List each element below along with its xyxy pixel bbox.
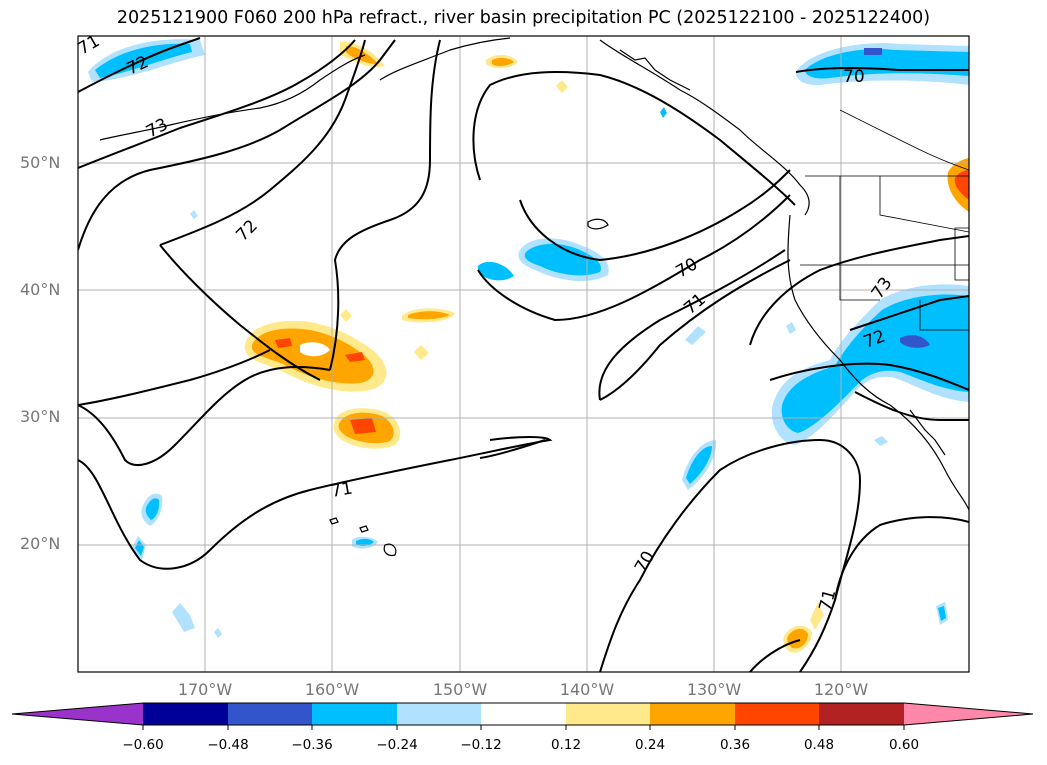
- colorbar-tick-label: 0.36: [719, 737, 751, 753]
- colorbar-extend-right: [904, 703, 1033, 725]
- lon-label: 130°W: [686, 680, 742, 699]
- colorbar-tick-label: 0.24: [634, 737, 666, 753]
- colorbar-tick-label: 0.60: [888, 737, 920, 753]
- lat-label: 50°N: [20, 153, 61, 172]
- colorbar-bin: [566, 703, 650, 725]
- colorbar-bin: [819, 703, 904, 725]
- plot-frame: [77, 35, 970, 673]
- coastlines: [99, 37, 969, 557]
- colorbar-tick-label: 0.12: [550, 737, 582, 753]
- lat-label: 40°N: [20, 280, 61, 299]
- lon-label: 160°W: [304, 680, 360, 699]
- lon-label: 150°W: [432, 680, 488, 699]
- colorbar-tick-label: −0.36: [291, 737, 333, 753]
- gridlines: [78, 36, 969, 672]
- colorbar-tick-label: −0.12: [460, 737, 502, 753]
- colorbar-bin: [312, 703, 397, 725]
- colorbar-tick-label: −0.60: [122, 737, 164, 753]
- lon-label: 140°W: [559, 680, 615, 699]
- lat-label: 30°N: [20, 407, 61, 426]
- colorbar-extend-left: [12, 703, 143, 725]
- colorbar-bin: [735, 703, 819, 725]
- colorbar: [11, 702, 1034, 730]
- plot-area: [78, 36, 969, 672]
- colorbar-tick-label: 0.48: [803, 737, 835, 753]
- colorbar-bin: [228, 703, 312, 725]
- colorbar-tick-label: −0.24: [376, 737, 418, 753]
- borders: [800, 109, 969, 331]
- lon-label: 170°W: [177, 680, 233, 699]
- colorbar-bin: [143, 703, 228, 725]
- contour-lines: [78, 37, 969, 672]
- contour-label: 70: [843, 67, 865, 87]
- contour-label: 71: [329, 478, 354, 501]
- colorbar-tick-label: −0.48: [207, 737, 249, 753]
- colorbar-bin: [397, 703, 481, 725]
- lon-label: 120°W: [813, 680, 869, 699]
- lat-label: 20°N: [20, 534, 61, 553]
- colorbar-bin: [481, 703, 566, 725]
- map-title: 2025121900 F060 200 hPa refract., river …: [116, 8, 931, 28]
- colorbar-bin: [650, 703, 735, 725]
